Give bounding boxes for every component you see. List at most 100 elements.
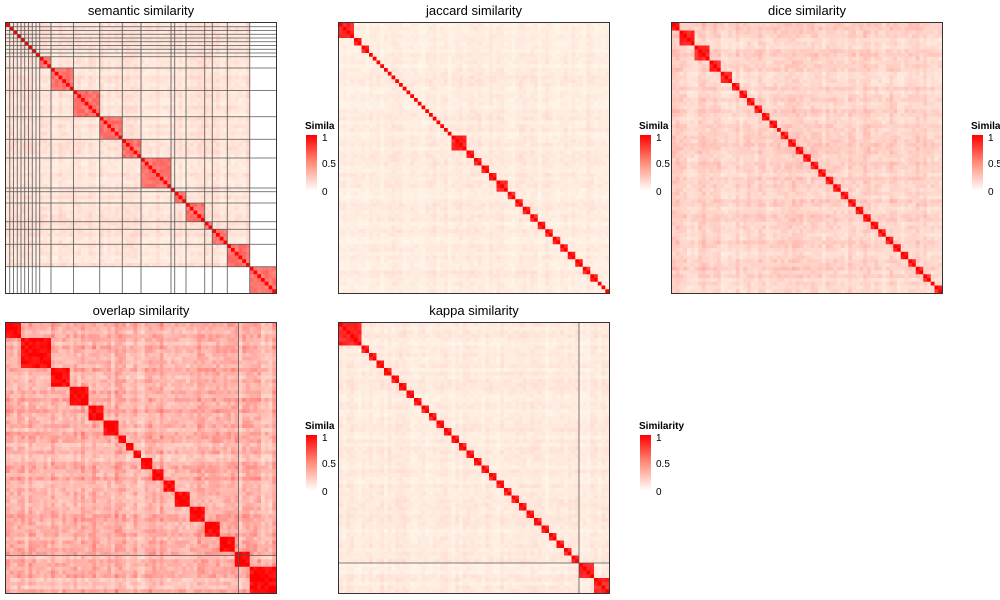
heatmap-cell: [21, 146, 26, 151]
heatmap-cell: [129, 206, 134, 211]
heatmap-cell: [197, 203, 202, 208]
heatmap-cell: [174, 26, 179, 31]
heatmap-cell: [144, 218, 149, 223]
heatmap-cell: [122, 251, 127, 256]
heatmap-cell: [6, 45, 11, 50]
heatmap-cell: [429, 45, 434, 50]
heatmap-cell: [81, 214, 86, 219]
heatmap-cell: [28, 221, 33, 226]
heatmap-cell: [9, 116, 14, 121]
heatmap-cell: [425, 34, 430, 39]
heatmap-cell: [152, 191, 157, 196]
heatmap-cell: [6, 26, 11, 31]
heatmap-cell: [96, 139, 101, 144]
heatmap-cell: [156, 236, 161, 241]
heatmap-cell: [268, 289, 273, 293]
heatmap-cell: [107, 105, 112, 110]
heatmap-cell: [152, 49, 157, 54]
heatmap-cell: [62, 233, 67, 238]
heatmap-cell: [541, 30, 546, 35]
heatmap-cell: [182, 86, 187, 91]
heatmap-cell: [51, 56, 56, 61]
heatmap-cell: [152, 94, 157, 99]
heatmap-cell: [43, 203, 48, 208]
heatmap-cell: [223, 169, 228, 174]
heatmap-cell: [156, 143, 161, 148]
heatmap-cell: [219, 49, 224, 54]
heatmap-cell: [129, 30, 134, 35]
heatmap-cell: [575, 34, 580, 39]
heatmap-cell: [167, 251, 172, 256]
heatmap-cell: [204, 146, 209, 151]
heatmap-cell: [201, 113, 206, 118]
heatmap-cell: [182, 120, 187, 125]
heatmap-cell: [272, 266, 276, 271]
heatmap-cell: [133, 124, 138, 129]
heatmap-cell: [219, 79, 224, 84]
heatmap-cell: [6, 244, 11, 249]
heatmap-cell: [126, 154, 131, 159]
heatmap-cell: [436, 26, 441, 31]
heatmap-cell: [137, 240, 142, 245]
heatmap-cell: [69, 60, 74, 65]
heatmap-cell: [69, 240, 74, 245]
heatmap-cell: [201, 124, 206, 129]
heatmap-cell: [24, 218, 29, 223]
heatmap-cell: [174, 79, 179, 84]
heatmap-cell: [156, 83, 161, 88]
heatmap-cell: [223, 139, 228, 144]
heatmap-cell: [32, 71, 37, 76]
heatmap-cell: [429, 30, 434, 35]
heatmap-cell: [208, 60, 213, 65]
heatmap-cell: [216, 56, 221, 61]
heatmap-cell: [212, 214, 217, 219]
heatmap-cell: [92, 105, 97, 110]
heatmap-cell: [43, 49, 48, 54]
heatmap-cell: [174, 173, 179, 178]
heatmap-cell: [103, 75, 108, 80]
heatmap-cell: [186, 75, 191, 80]
heatmap-cell: [62, 113, 67, 118]
heatmap-cell: [58, 71, 63, 76]
heatmap-cell: [107, 229, 112, 234]
heatmap-cell: [141, 90, 146, 95]
heatmap-cell: [361, 38, 366, 43]
heatmap-cell: [51, 214, 56, 219]
heatmap-cell: [118, 199, 123, 204]
heatmap-cell: [103, 83, 108, 88]
heatmap-cell: [96, 244, 101, 249]
heatmap-cell: [24, 244, 29, 249]
heatmap-cell: [111, 146, 116, 151]
heatmap-cell: [88, 236, 93, 241]
heatmap-cell: [223, 173, 228, 178]
heatmap-cell: [69, 38, 74, 43]
heatmap-cell: [114, 180, 119, 185]
heatmap-cell: [231, 206, 236, 211]
heatmap-cell: [47, 109, 52, 114]
heatmap-cell: [212, 124, 217, 129]
heatmap-cell: [246, 38, 251, 43]
heatmap-cell: [204, 23, 209, 28]
heatmap-cell: [238, 154, 243, 159]
heatmap-cell: [51, 233, 56, 238]
heatmap-cell: [54, 98, 59, 103]
heatmap-cell: [594, 45, 599, 50]
heatmap-cell: [361, 23, 366, 28]
heatmap-cell: [182, 34, 187, 39]
heatmap-cell: [219, 135, 224, 140]
heatmap-cell: [114, 30, 119, 35]
heatmap-cell: [242, 233, 247, 238]
heatmap-cell: [73, 191, 78, 196]
heatmap-cell: [21, 124, 26, 129]
heatmap-cell: [54, 184, 59, 189]
heatmap-cell: [354, 56, 359, 61]
heatmap-cell: [231, 116, 236, 121]
heatmap-cell: [133, 154, 138, 159]
heatmap-cell: [9, 38, 14, 43]
heatmap-cell: [114, 41, 119, 46]
heatmap-cell: [186, 83, 191, 88]
heatmap-cell: [171, 233, 176, 238]
heatmap-cell: [440, 23, 445, 28]
heatmap-cell: [186, 229, 191, 234]
heatmap-cell: [186, 248, 191, 253]
